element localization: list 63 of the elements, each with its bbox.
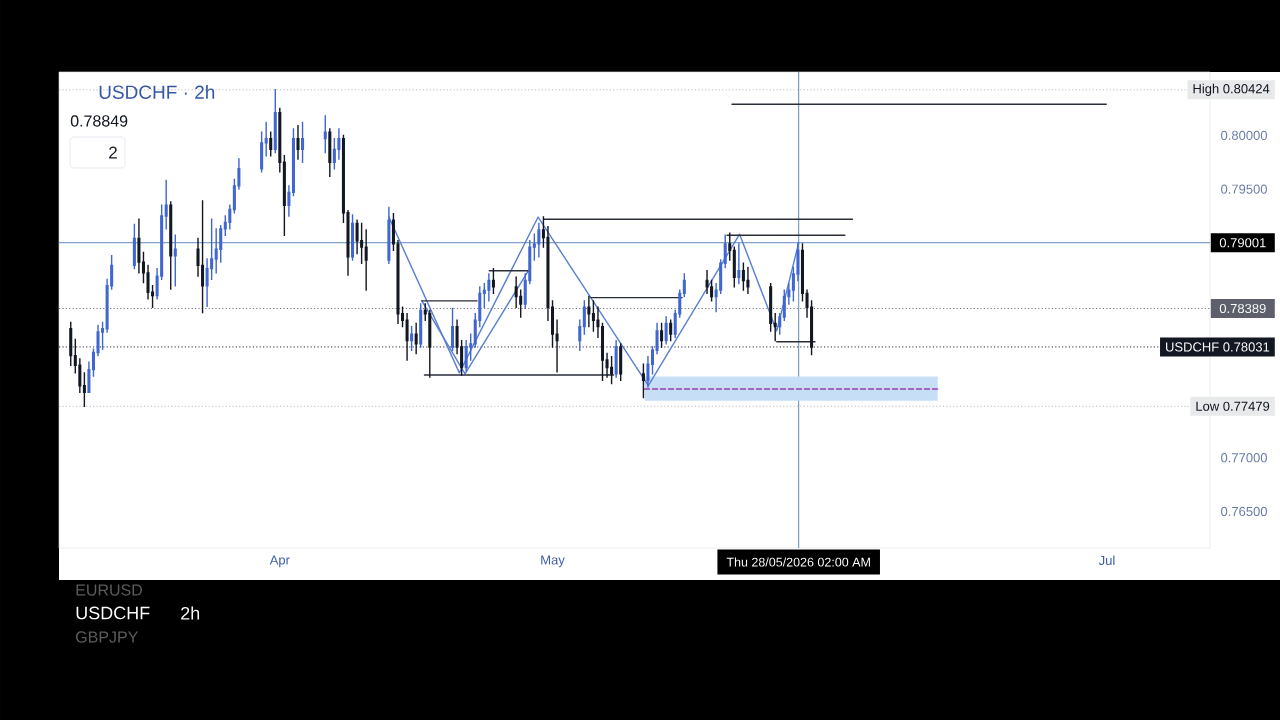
ref-line-label: Low 0.77479 <box>1196 401 1270 411</box>
candlestick <box>655 322 659 355</box>
candlestick <box>728 232 732 261</box>
candlestick <box>550 300 555 348</box>
annotation: 2 <box>109 146 117 159</box>
candlestick <box>537 222 541 258</box>
candlestick <box>650 346 655 375</box>
candlestick <box>296 125 300 160</box>
line-series <box>388 216 800 387</box>
y-tick-label: 0.77000 <box>1221 453 1267 463</box>
candlestick <box>610 356 614 385</box>
candlestick <box>491 267 495 295</box>
y-tick-label: 0.80000 <box>1221 130 1267 140</box>
candlestick <box>137 218 141 274</box>
candlestick <box>614 339 618 378</box>
candlestick <box>82 372 86 407</box>
candlestick <box>278 107 282 173</box>
candlestick <box>778 313 782 335</box>
text: 2h <box>181 606 200 620</box>
ref-line-label: 0.78389 <box>1219 303 1266 314</box>
candlestick <box>737 243 741 285</box>
candlestick <box>387 206 391 264</box>
candlestick <box>323 115 327 154</box>
candlestick <box>87 361 91 393</box>
annotation: 0.78849 <box>70 115 128 127</box>
text: EURUSD <box>76 584 142 596</box>
x-tick-label: Apr <box>269 555 290 568</box>
ref-line-label: High 0.80424 <box>1193 83 1270 96</box>
candlestick <box>214 228 218 274</box>
candlestick <box>646 356 650 388</box>
candlestick <box>578 319 582 351</box>
candlestick <box>360 222 364 264</box>
candlestick <box>164 179 168 230</box>
candlestick <box>328 128 332 177</box>
candlestick <box>660 322 664 348</box>
candlestick <box>264 121 268 157</box>
y-tick-label: 0.76500 <box>1221 506 1267 517</box>
ref-line-label: USDCHF 0.78031 <box>1166 342 1270 352</box>
ref-line-label: Thu 28/05/2026 02:00 AM <box>726 557 870 567</box>
candlestick <box>269 131 273 157</box>
candlestick <box>96 324 100 357</box>
candlestick <box>587 295 591 328</box>
candlestick <box>746 266 750 295</box>
candlestick <box>364 229 368 291</box>
candlestick <box>664 316 668 345</box>
candlestick <box>287 185 291 217</box>
candlestick <box>451 307 455 351</box>
x-tick-label: Jul <box>1098 555 1115 566</box>
candlestick <box>669 319 673 342</box>
candlestick <box>641 363 645 399</box>
text: USDCHF · 2h <box>99 85 215 99</box>
x-tick-label: May <box>541 555 565 568</box>
ref-line-label: 0.79001 <box>1219 238 1266 248</box>
text: GBPJPY <box>76 631 138 643</box>
candlestick <box>773 313 777 342</box>
candlestick <box>173 234 177 287</box>
candlestick <box>682 273 686 298</box>
candlestick <box>282 155 286 237</box>
y-tick-label: 0.79500 <box>1221 184 1267 194</box>
candlestick <box>410 325 414 351</box>
candlestick <box>301 121 305 163</box>
text: USDCHF <box>76 606 150 620</box>
candlestick <box>741 262 745 291</box>
